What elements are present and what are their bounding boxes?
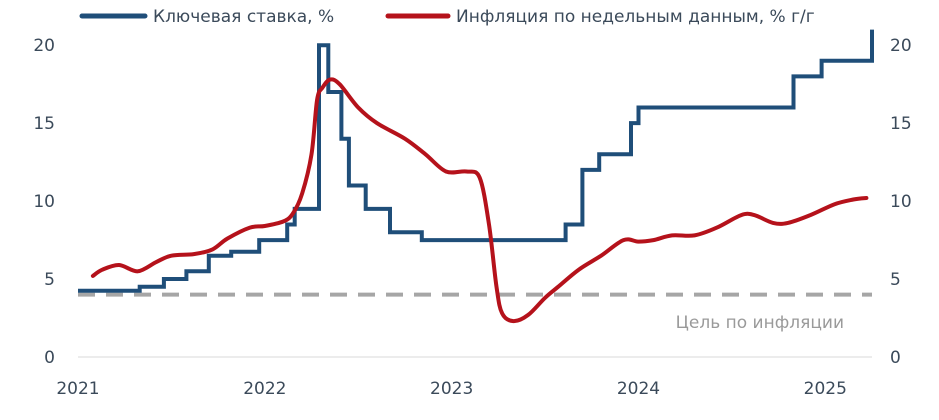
- y-tick-right-10: 10: [890, 192, 912, 212]
- legend-label-key-rate: Ключевая ставка, %: [153, 7, 334, 27]
- y-tick-left-15: 15: [33, 114, 55, 134]
- x-axis-ticks: 2021 2022 2023 2024 2025: [56, 379, 847, 399]
- y-tick-left-5: 5: [44, 270, 55, 290]
- series-key-rate-line: [78, 29, 874, 293]
- y-tick-left-10: 10: [33, 192, 55, 212]
- y-tick-right-5: 5: [890, 270, 901, 290]
- x-tick-2023: 2023: [430, 379, 473, 399]
- legend-label-inflation: Инфляция по недельным данным, % г/г: [456, 7, 815, 27]
- x-tick-2024: 2024: [617, 379, 660, 399]
- y-axis-right: 0 5 10 15 20: [890, 36, 912, 368]
- y-tick-right-0: 0: [890, 348, 901, 368]
- legend: Ключевая ставка, % Инфляция по недельным…: [79, 7, 815, 27]
- y-axis-left: 0 5 10 15 20: [33, 36, 55, 368]
- x-tick-2025: 2025: [804, 379, 847, 399]
- y-tick-left-20: 20: [33, 36, 55, 56]
- x-tick-2021: 2021: [56, 379, 99, 399]
- y-tick-right-20: 20: [890, 36, 912, 56]
- inflation-target-label: Цель по инфляции: [676, 313, 844, 333]
- y-tick-left-0: 0: [44, 348, 55, 368]
- series-inflation-line: [90, 77, 869, 324]
- y-tick-right-15: 15: [890, 114, 912, 134]
- x-tick-2022: 2022: [243, 379, 286, 399]
